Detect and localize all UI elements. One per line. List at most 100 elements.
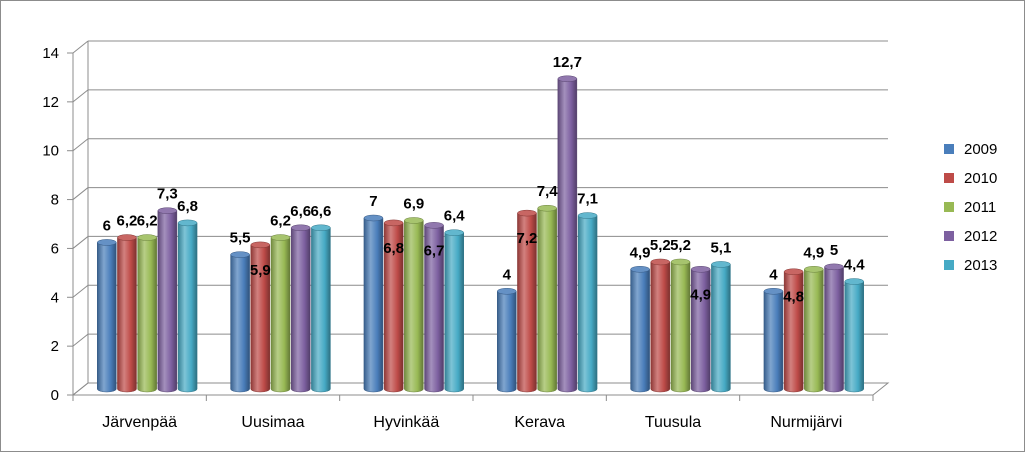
bar-body — [557, 78, 578, 393]
bar — [311, 224, 331, 393]
legend-label: 2009 — [964, 141, 997, 158]
bar-body — [177, 222, 198, 393]
bars — [97, 75, 864, 393]
bar-top — [404, 217, 424, 224]
bar-top — [557, 75, 578, 83]
x-tick-label: Tuusula — [645, 414, 701, 431]
bar-top — [824, 263, 844, 271]
legend-swatch — [944, 231, 954, 241]
bar-top — [844, 278, 864, 285]
bar-top — [804, 266, 824, 273]
y-tick-label: 0 — [51, 387, 59, 404]
bar-top — [383, 219, 404, 227]
bar — [537, 204, 557, 393]
data-label: 7 — [369, 193, 377, 210]
gridline-side — [72, 236, 89, 249]
legend-label: 2010 — [964, 170, 997, 187]
bar-body — [650, 261, 671, 393]
data-label: 5,1 — [710, 239, 731, 256]
x-tick-label: Kerava — [514, 414, 565, 431]
bar — [690, 266, 711, 393]
data-label: 6,8 — [383, 240, 404, 257]
data-label: 4,8 — [783, 289, 804, 306]
y-tick-label: 12 — [42, 94, 59, 111]
bar-top — [577, 212, 598, 219]
bar-top — [763, 288, 784, 295]
bar — [117, 234, 137, 393]
legend: 2009 2010 2011 2012 2013 — [944, 141, 997, 274]
bar-body — [711, 264, 731, 393]
y-tick-label: 4 — [51, 289, 59, 306]
bar — [444, 229, 464, 393]
bar-top — [670, 258, 691, 266]
bar-body — [404, 220, 424, 393]
y-tick-label: 10 — [42, 143, 59, 160]
bar — [230, 251, 250, 393]
legend-label: 2012 — [964, 228, 997, 245]
bar — [844, 278, 864, 393]
gridline-side — [72, 138, 89, 152]
bar-body — [824, 266, 844, 393]
bar-top — [630, 266, 650, 273]
bar-top — [230, 251, 250, 258]
axes: 0 2 4 6 8 10 12 14 Järvenpää Uusimaa Hyvinkää Kerav… — [42, 45, 874, 431]
bar-body — [137, 237, 157, 393]
data-label: 6,9 — [403, 195, 424, 212]
bar-body — [763, 291, 784, 393]
data-label: 7,3 — [157, 186, 178, 203]
data-label: 6,2 — [137, 213, 158, 230]
data-label: 7,1 — [577, 191, 598, 208]
bar-body — [117, 237, 137, 393]
bar — [670, 258, 691, 393]
bar — [250, 241, 271, 393]
bar-top — [270, 234, 291, 241]
bar — [290, 224, 311, 393]
bar-body — [424, 225, 444, 393]
bar-top — [137, 234, 157, 241]
bar-top — [363, 214, 384, 222]
data-label: 4,9 — [630, 244, 651, 261]
data-label: 4 — [503, 266, 512, 283]
data-label: 6,8 — [177, 198, 198, 215]
data-label: 4 — [769, 266, 778, 283]
data-labels: 6 6,2 6,27,36,85,55,96,26,6 6,676,86,96,76,… — [103, 54, 866, 306]
data-label: 4,9 — [690, 286, 711, 303]
gridline-side — [72, 89, 89, 103]
bar — [630, 266, 650, 393]
bar-top — [650, 258, 671, 266]
bar-body — [517, 212, 537, 393]
x-tick-label: Nurmijärvi — [770, 414, 842, 431]
data-label: 12,7 — [553, 54, 582, 71]
bar — [157, 207, 178, 393]
bar — [577, 212, 598, 393]
bar-top — [424, 222, 444, 229]
bar-top — [311, 224, 331, 232]
data-label: 6 — [103, 217, 111, 234]
legend-swatch — [944, 202, 954, 212]
bar — [711, 261, 731, 393]
data-label: 6,2 — [117, 213, 138, 230]
bar-body — [97, 242, 117, 393]
bar-top — [177, 219, 198, 227]
gridline-side — [72, 333, 89, 347]
bar — [363, 214, 384, 393]
bar-top — [497, 288, 517, 295]
bar — [650, 258, 671, 393]
y-tick-label: 8 — [51, 192, 59, 209]
bar-body — [804, 269, 824, 393]
bar — [783, 268, 804, 393]
y-tick-label: 14 — [42, 45, 59, 62]
data-label: 5,5 — [230, 230, 251, 247]
bar — [137, 234, 157, 393]
bar-body — [250, 244, 271, 393]
bar — [383, 219, 404, 393]
bar-top — [711, 261, 731, 268]
y-tick-label: 6 — [51, 240, 59, 257]
bar — [404, 217, 424, 393]
bar-top — [537, 204, 557, 212]
legend-swatch — [944, 260, 954, 270]
bar-body — [230, 254, 250, 393]
data-label: 4,9 — [803, 244, 824, 261]
bar-body — [290, 227, 311, 393]
